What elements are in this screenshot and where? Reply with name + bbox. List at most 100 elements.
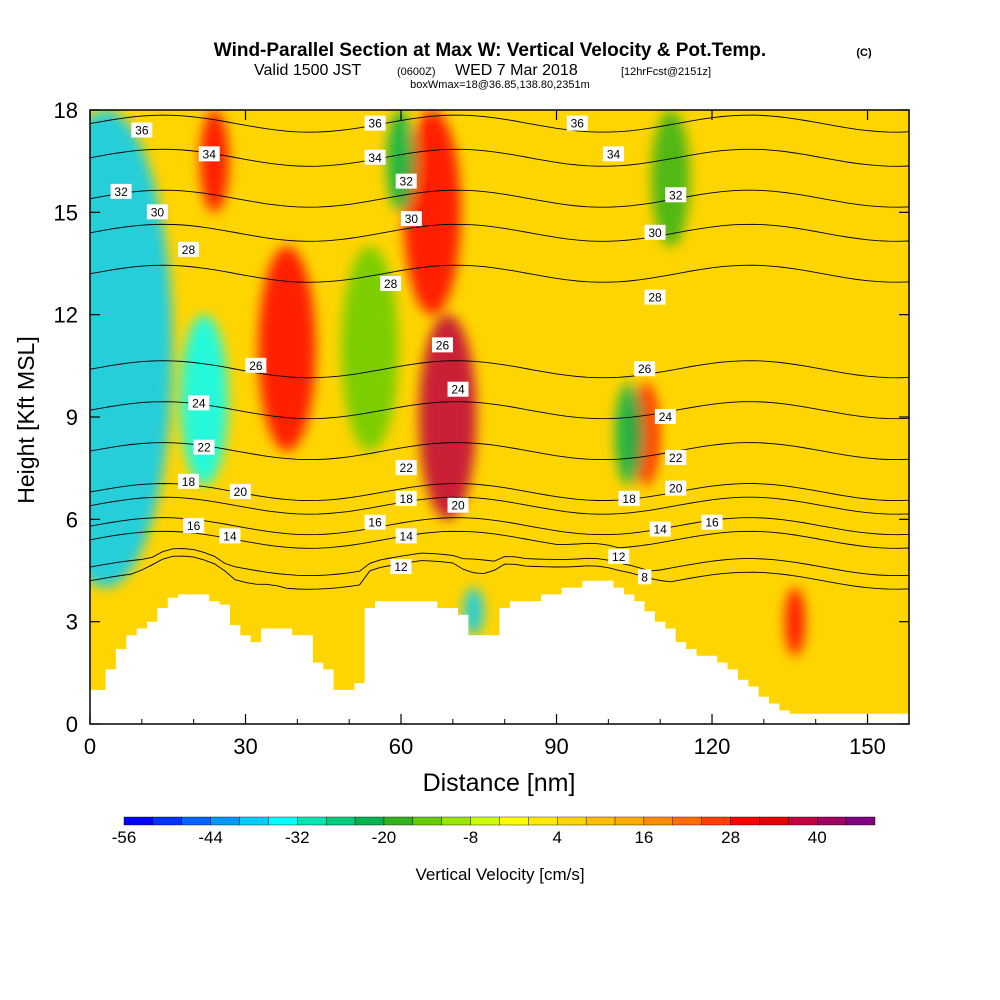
colorbar-swatch <box>614 816 645 826</box>
velocity-cell-0 <box>90 110 173 588</box>
forecast-info: [12hrFcst@2151z] <box>621 66 711 78</box>
colorbar-tick-label: 4 <box>553 828 562 847</box>
contour-label-14: 14 <box>395 528 417 544</box>
contour-label-12: 12 <box>390 559 412 575</box>
y-tick-label: 9 <box>66 405 78 430</box>
y-tick-label: 0 <box>66 712 78 737</box>
theta-contour-16 <box>90 517 909 536</box>
contour-label-text: 18 <box>400 492 414 506</box>
contour-label-36: 36 <box>566 115 588 131</box>
theta-contour-20 <box>90 483 909 502</box>
contour-label-32: 32 <box>395 173 417 189</box>
contour-label-text: 18 <box>622 492 636 506</box>
contour-label-34: 34 <box>364 149 386 165</box>
theta-contour-8 <box>90 555 909 590</box>
colorbar-swatch <box>557 816 587 826</box>
chart-title: Wind-Parallel Section at Max W: Vertical… <box>214 40 766 61</box>
contour-labels: 36 36 36 34 34 34 32 32 32 30 30 30 28 28 28 26 26 26 24 24… <box>110 115 723 585</box>
contour-label-24: 24 <box>188 395 210 411</box>
contour-label-30: 30 <box>146 204 168 220</box>
colorbar-label: Vertical Velocity [cm/s] <box>415 865 584 884</box>
valid-time-line: Valid 1500 JST (0600Z) WED 7 Mar 2018 [1… <box>254 62 711 79</box>
colorbar-swatch <box>441 816 471 826</box>
colorbar-tick-label: -32 <box>285 828 310 847</box>
contour-label-32: 32 <box>110 183 132 199</box>
colorbar-swatch <box>672 816 702 826</box>
y-axis-label: Height [Kft MSL] <box>13 336 39 503</box>
contour-label-text: 26 <box>638 362 652 376</box>
theta-contour-22 <box>90 442 909 461</box>
contour-label-text: 14 <box>223 529 237 543</box>
contour-label-26: 26 <box>245 357 267 373</box>
box-info: boxWmax=18@36.85,138.80,2351m <box>410 79 590 91</box>
y-tick-label: 12 <box>54 303 78 328</box>
contour-label-text: 20 <box>234 485 248 499</box>
contour-label-text: 22 <box>197 441 211 455</box>
contour-label-32: 32 <box>665 187 687 203</box>
theta-contour-28 <box>90 264 909 283</box>
contour-label-text: 26 <box>249 359 263 373</box>
colorbar-swatch <box>325 816 356 826</box>
velocity-cell-11 <box>651 110 690 247</box>
colorbar-swatch <box>470 816 500 826</box>
colorbar-swatch <box>181 816 211 826</box>
contour-label-text: 18 <box>182 475 196 489</box>
colorbar-tick-label: -20 <box>372 828 397 847</box>
x-tick-label: 150 <box>849 734 886 759</box>
contour-label-text: 30 <box>648 226 662 240</box>
contour-label-30: 30 <box>400 211 422 227</box>
x-tick-label: 120 <box>694 734 731 759</box>
y-tick-label: 6 <box>66 507 78 532</box>
contour-label-text: 36 <box>368 117 382 131</box>
valid-date: WED 7 Mar 2018 <box>455 62 578 79</box>
velocity-cell-10 <box>614 382 644 486</box>
contour-label-text: 36 <box>571 117 585 131</box>
contour-label-text: 16 <box>705 516 719 530</box>
contour-label-26: 26 <box>431 337 453 353</box>
contour-label-12: 12 <box>608 548 630 564</box>
colorbar-swatch <box>354 816 385 826</box>
colorbar-swatch <box>788 816 818 826</box>
contour-label-28: 28 <box>644 289 666 305</box>
colorbar-swatch <box>383 816 414 826</box>
contour-label-text: 22 <box>400 461 414 475</box>
contour-label-text: 32 <box>400 175 414 189</box>
contour-label-text: 8 <box>641 570 648 584</box>
contour-label-text: 36 <box>135 123 149 137</box>
contour-label-text: 22 <box>669 451 683 465</box>
contour-label-22: 22 <box>395 460 417 476</box>
x-tick-label: 30 <box>233 734 257 759</box>
colorbar-swatch <box>123 816 154 826</box>
velocity-field <box>90 110 805 656</box>
colorbar-swatch <box>643 816 674 826</box>
contour-label-36: 36 <box>364 115 386 131</box>
contour-label-text: 32 <box>669 188 683 202</box>
contour-label-text: 14 <box>400 529 414 543</box>
contour-label-26: 26 <box>634 361 656 377</box>
colorbar-swatch <box>239 816 269 826</box>
colorbar-tick-label: -56 <box>112 828 137 847</box>
contour-label-text: 28 <box>182 243 196 257</box>
contour-label-text: 30 <box>151 205 165 219</box>
colorbar-tick-label: -44 <box>198 828 223 847</box>
colorbar-swatch <box>759 816 789 826</box>
theta-contour-18 <box>90 496 909 515</box>
contour-label-text: 20 <box>669 482 683 496</box>
contour-label-34: 34 <box>603 146 625 162</box>
theta-contour-26 <box>90 360 909 379</box>
contour-label-18: 18 <box>395 490 417 506</box>
colorbar-swatch <box>585 816 616 826</box>
colorbar-swatch <box>297 816 327 826</box>
contour-label-text: 34 <box>203 147 217 161</box>
x-tick-label: 60 <box>389 734 413 759</box>
x-tick-label: 90 <box>544 734 568 759</box>
velocity-cell-6 <box>419 314 477 520</box>
velocity-cell-8 <box>463 587 484 636</box>
colorbar-tick-label: 16 <box>634 828 653 847</box>
colorbar: -56 -44 -32 -20 -8 4 16 28 40 <box>112 816 876 847</box>
theta-contour-12 <box>90 548 909 577</box>
y-tick-label: 15 <box>54 200 78 225</box>
